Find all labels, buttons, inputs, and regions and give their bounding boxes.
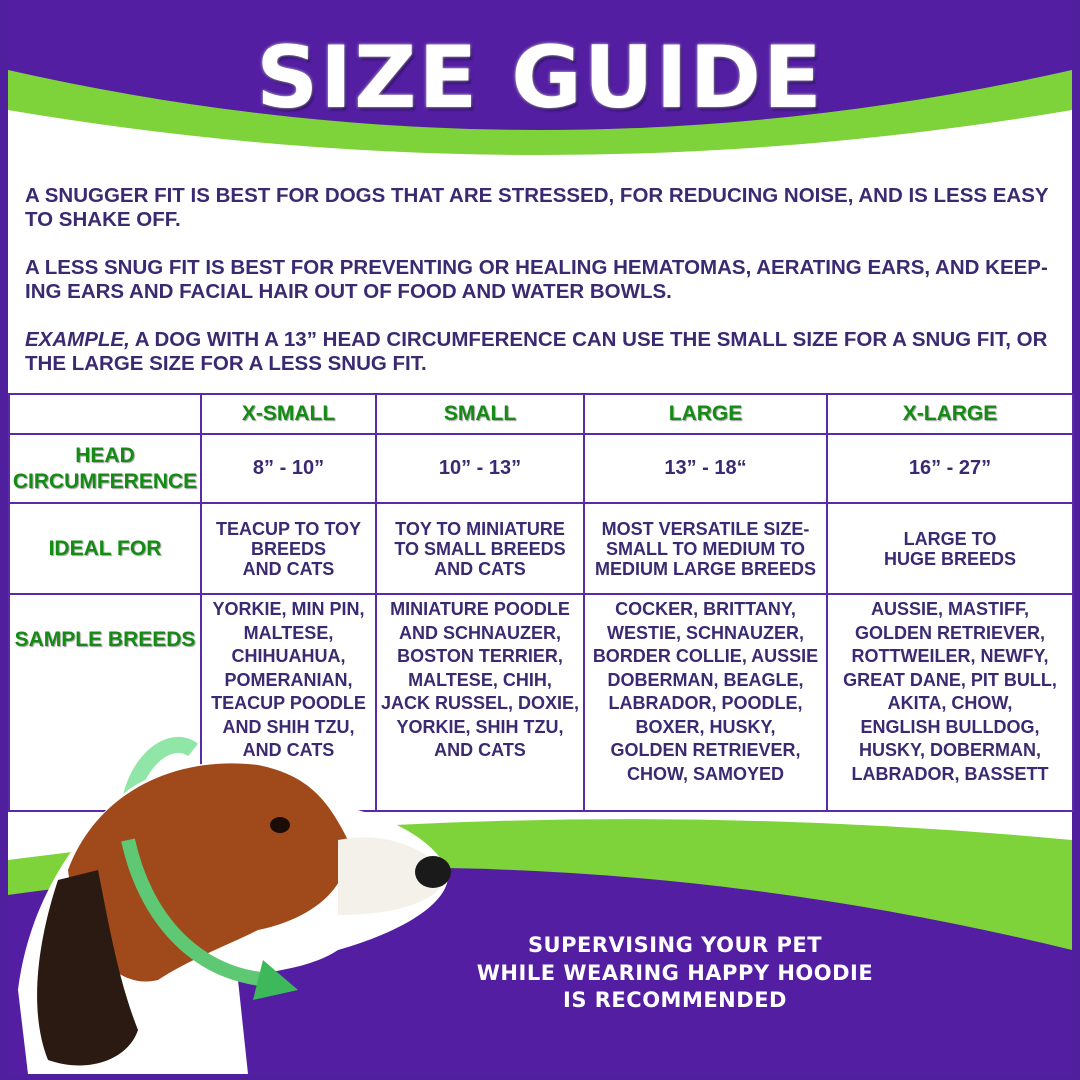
table-row: IDEAL FOR TEACUP TO TOY BREEDS AND CATS … xyxy=(8,502,1074,595)
table-row: HEAD CIRCUMFERENCE 8” - 10” 10” - 13” 13… xyxy=(8,433,1074,504)
example-paragraph: EXAMPLE, A DOG WITH A 13” HEAD CIRCUMFER… xyxy=(25,328,1055,376)
hoodie-band xyxy=(121,838,279,987)
example-label: EXAMPLE, xyxy=(25,328,130,351)
dog-eye xyxy=(270,817,290,833)
page-title: SIZE GUIDE xyxy=(256,28,824,128)
table-cell: MOST VERSATILE SIZE- SMALL TO MEDIUM TO … xyxy=(583,502,828,595)
dog-muzzle xyxy=(338,837,448,915)
dog-ear-dark xyxy=(37,870,138,1066)
dog-nose xyxy=(415,856,451,888)
table-cell: 16” - 27” xyxy=(826,433,1074,504)
table-row: SAMPLE BREEDS YORKIE, MIN PIN, MALTESE, … xyxy=(8,593,1074,812)
table-cell: LARGE TO HUGE BREEDS xyxy=(826,502,1074,595)
size-guide-card: SIZE GUIDE A SNUGGER FIT IS BEST FOR DOG… xyxy=(8,0,1074,1074)
column-header: SMALL xyxy=(375,393,585,435)
table-header-row: X-SMALL SMALL LARGE X-LARGE xyxy=(8,393,1074,435)
intro-paragraph: A SNUGGER FIT IS BEST FOR DOGS THAT ARE … xyxy=(25,184,1049,231)
table-cell: 8” - 10” xyxy=(200,433,377,504)
row-label: SAMPLE BREEDS xyxy=(8,593,202,812)
header-banner xyxy=(8,0,1072,155)
arrow-icon xyxy=(253,960,298,1000)
column-header: X-LARGE xyxy=(826,393,1074,435)
table-cell: TEACUP TO TOY BREEDS AND CATS xyxy=(200,502,377,595)
purple-swoosh xyxy=(8,0,1072,130)
table-cell: MINIATURE POODLE AND SCHNAUZER, BOSTON T… xyxy=(375,593,585,812)
column-header: X-SMALL xyxy=(200,393,377,435)
intro-text: A SNUGGER FIT IS BEST FOR DOGS THAT ARE … xyxy=(25,184,1055,376)
intro-paragraph: A LESS SNUG FIT IS BEST FOR PREVENTING O… xyxy=(25,256,1048,303)
column-header: LARGE xyxy=(583,393,828,435)
corner-cell xyxy=(8,393,202,435)
size-table: X-SMALL SMALL LARGE X-LARGE HEAD CIRCUMF… xyxy=(8,393,1074,812)
table-cell: 10” - 13” xyxy=(375,433,585,504)
example-text: A DOG WITH A 13” HEAD CIRCUMFERENCE CAN … xyxy=(25,328,1048,375)
row-label: HEAD CIRCUMFERENCE xyxy=(8,433,202,504)
row-label: IDEAL FOR xyxy=(8,502,202,595)
dog-photo xyxy=(18,737,451,1074)
table-cell: COCKER, BRITTANY, WESTIE, SCHNAUZER, BOR… xyxy=(583,593,828,812)
table-cell: AUSSIE, MASTIFF, GOLDEN RETRIEVER, ROTTW… xyxy=(826,593,1074,812)
supervision-note: SUPERVISING YOUR PET WHILE WEARING HAPPY… xyxy=(476,933,874,1012)
table-cell: TOY TO MINIATURE TO SMALL BREEDS AND CAT… xyxy=(375,502,585,595)
table-cell: 13” - 18“ xyxy=(583,433,828,504)
